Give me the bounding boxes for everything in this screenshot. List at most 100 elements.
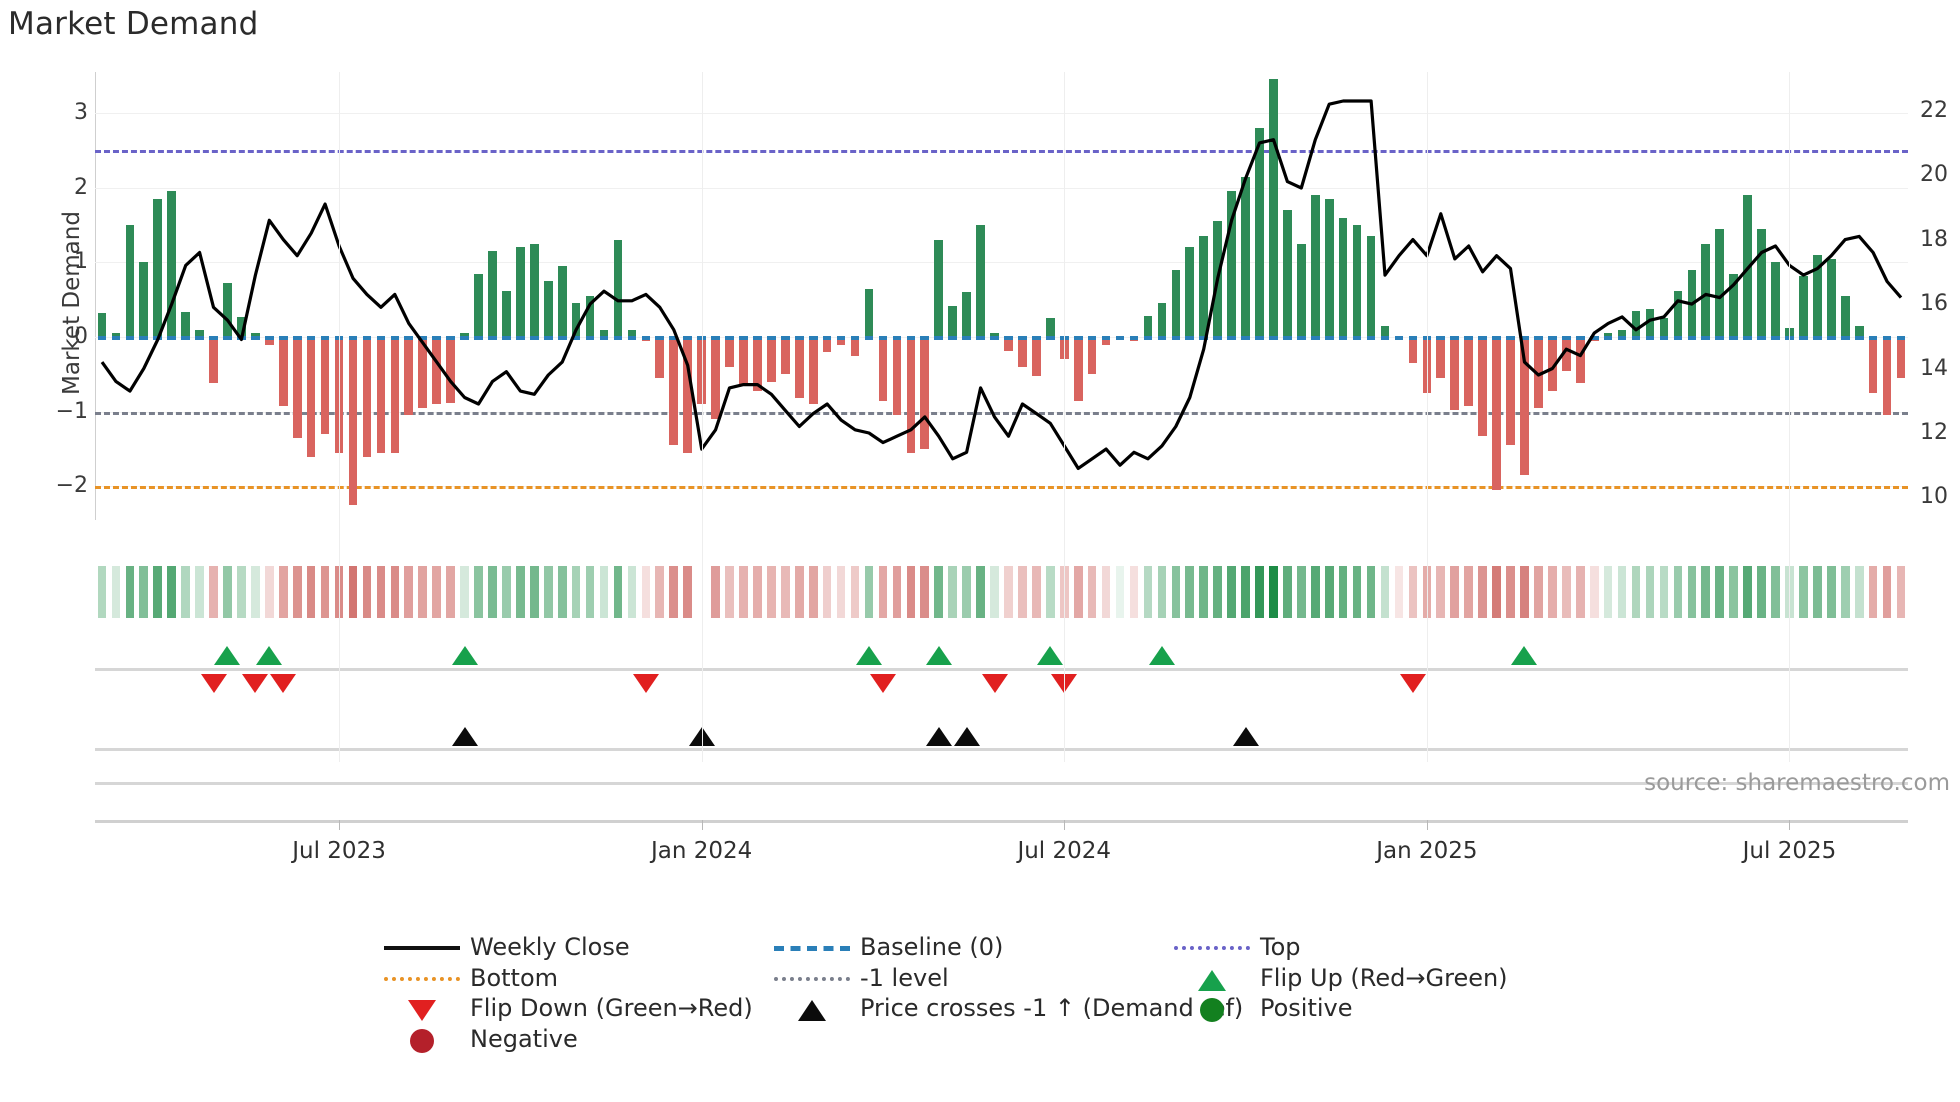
demand-bar — [557, 266, 567, 338]
heat-cell — [1840, 566, 1850, 618]
demand-bar — [1840, 296, 1850, 338]
legend-label: Weekly Close — [470, 933, 630, 961]
flip-up-marker — [1511, 646, 1538, 665]
baseline-segment — [1255, 336, 1264, 341]
demand-bar — [1101, 337, 1111, 345]
demand-bar — [181, 312, 190, 338]
heat-cell — [1297, 566, 1306, 618]
baseline-segment — [543, 336, 553, 341]
heat-cell — [1603, 566, 1613, 618]
baseline-segment — [139, 336, 149, 341]
demand-bar — [934, 240, 944, 338]
heat-cell — [794, 566, 804, 618]
baseline-segment — [920, 336, 930, 341]
heat-cell — [585, 566, 595, 618]
baseline-segment — [585, 336, 595, 341]
heat-cell — [599, 566, 609, 618]
baseline-segment — [1059, 336, 1069, 341]
demand-bar — [1087, 337, 1097, 375]
demand-bar — [418, 337, 428, 408]
baseline-segment — [1799, 336, 1808, 341]
baseline-segment — [753, 336, 762, 341]
flip-up-marker — [925, 646, 952, 665]
legend-item[interactable]: Baseline (0) — [770, 928, 1003, 966]
demand-bar — [836, 337, 846, 345]
heat-cell — [181, 566, 190, 618]
heat-cell — [139, 566, 149, 618]
demand-bar — [1241, 176, 1250, 338]
heat-cell — [97, 566, 107, 618]
baseline-segment — [1004, 336, 1013, 341]
heat-cell — [1868, 566, 1878, 618]
demand-bar — [850, 337, 860, 356]
baseline-segment — [962, 336, 971, 341]
demand-bar — [1478, 337, 1487, 436]
demand-bar — [237, 316, 246, 338]
demand-bar — [543, 281, 553, 338]
legend-item[interactable]: Weekly Close — [380, 928, 630, 966]
legend-label: Flip Down (Green→Red) — [470, 994, 753, 1022]
demand-bar — [1059, 337, 1069, 360]
baseline-segment — [892, 336, 902, 341]
baseline-segment — [1896, 336, 1906, 341]
heat-cell — [1115, 566, 1125, 618]
legend-swatch — [408, 1000, 436, 1021]
demand-bar — [1561, 337, 1571, 371]
heat-cell — [390, 566, 400, 618]
vertical-gridline — [1064, 72, 1066, 762]
heat-cell — [1087, 566, 1097, 618]
heat-cell — [1394, 566, 1404, 618]
heat-cell — [1561, 566, 1571, 618]
legend-label: Top — [1260, 933, 1301, 961]
baseline-segment — [836, 336, 846, 341]
legend-triangle-down-red-icon — [380, 989, 464, 1027]
baseline-segment — [1241, 336, 1250, 341]
legend-item[interactable]: Top — [1170, 928, 1301, 966]
heat-cell — [892, 566, 902, 618]
legend-item[interactable]: Flip Down (Green→Red) — [380, 989, 753, 1027]
heat-cell — [1213, 566, 1222, 618]
reference-line-top — [95, 150, 1908, 154]
flip-down-marker — [200, 674, 227, 693]
legend-label: Positive — [1260, 994, 1353, 1022]
demand-bar — [1617, 329, 1627, 338]
demand-bar — [613, 240, 623, 338]
weekly-close-polyline — [100, 99, 1903, 470]
heat-cell — [1073, 566, 1083, 618]
demand-bar — [976, 225, 985, 338]
demand-bar — [1534, 337, 1543, 408]
demand-bar — [1004, 337, 1013, 351]
heat-cell — [292, 566, 302, 618]
baseline-segment — [1617, 336, 1627, 341]
x-tick-mark — [1789, 820, 1791, 830]
baseline-segment — [488, 336, 497, 341]
heat-cell — [627, 566, 637, 618]
baseline-segment — [1450, 336, 1460, 341]
baseline-segment — [1645, 336, 1655, 341]
baseline-segment — [1101, 336, 1111, 341]
baseline-segment — [516, 336, 525, 341]
y-tick-label-left: 2 — [74, 174, 88, 200]
baseline-segment — [306, 336, 316, 341]
legend-item[interactable]: Negative — [380, 1020, 578, 1058]
x-tick-label: Jan 2024 — [651, 838, 753, 864]
baseline-segment — [627, 336, 637, 341]
heat-cell — [1729, 566, 1738, 618]
x-tick-mark — [701, 820, 703, 830]
legend-item[interactable]: Price crosses -1 ↑ (Demand ref) — [770, 989, 1243, 1027]
heat-cell — [725, 566, 734, 618]
baseline-segment — [111, 336, 121, 341]
baseline-segment — [1073, 336, 1083, 341]
heat-cell — [362, 566, 372, 618]
legend-item[interactable]: Positive — [1170, 989, 1353, 1027]
heat-cell — [474, 566, 483, 618]
baseline-segment — [1352, 336, 1362, 341]
baseline-segment — [348, 336, 358, 341]
legend-item[interactable]: Bottom — [380, 959, 558, 997]
legend-item[interactable]: -1 level — [770, 959, 949, 997]
demand-bar — [1729, 273, 1738, 338]
flip-up-marker — [1148, 646, 1175, 665]
heat-cell — [1338, 566, 1348, 618]
heat-cell — [376, 566, 386, 618]
legend-item[interactable]: Flip Up (Red→Green) — [1170, 959, 1508, 997]
